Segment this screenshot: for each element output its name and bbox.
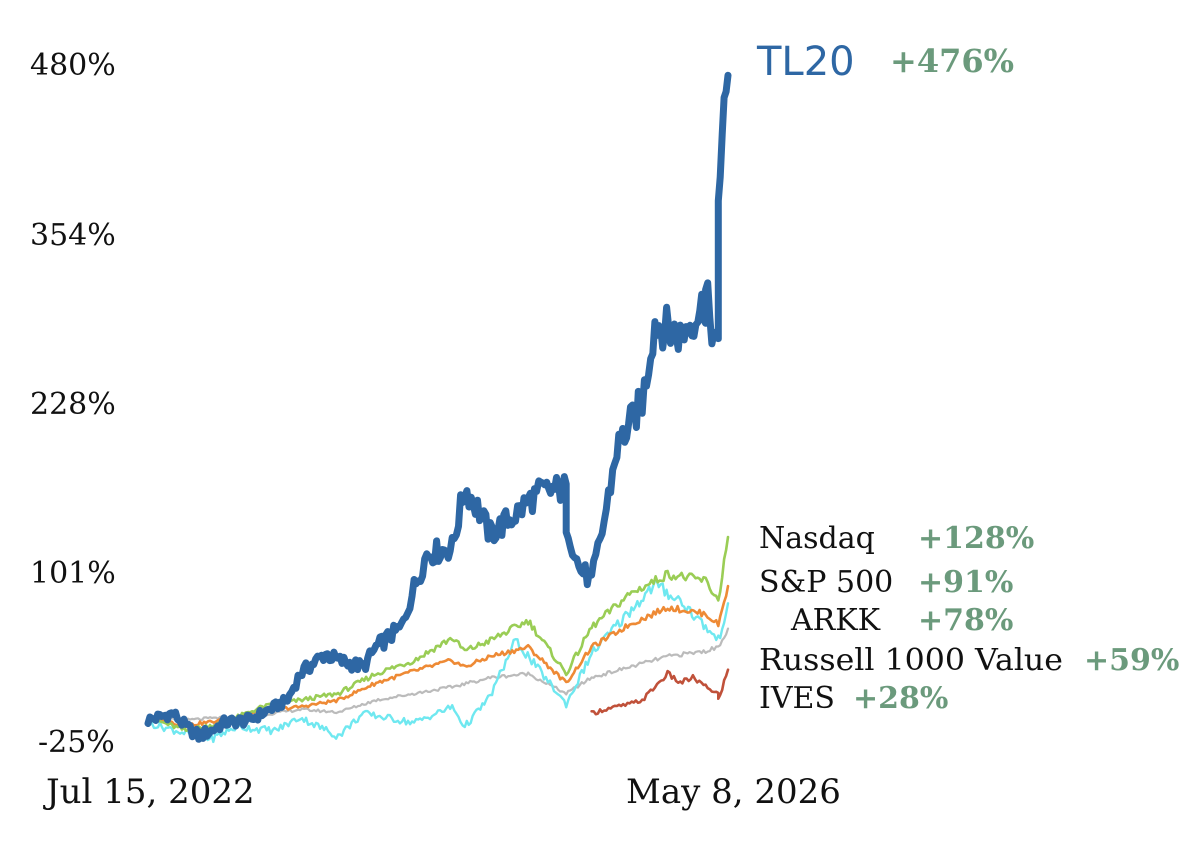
series-return-nasdaq: +128% <box>918 521 1034 556</box>
series-return-arkk: +78% <box>918 603 1013 638</box>
series-lines <box>144 71 732 744</box>
legend-labels: TL20 +476% Nasdaq +128% S&P 500 +91% ARK… <box>756 39 1179 716</box>
series-return-ives: +28% <box>853 681 948 716</box>
series-line-arkk <box>146 579 730 744</box>
series-return-sp500: +91% <box>918 565 1013 600</box>
series-return-russell-1000-value: +59% <box>1084 643 1179 678</box>
series-line-tl20 <box>144 71 732 743</box>
series-line-ives <box>590 668 730 716</box>
x-tick-label-start: Jul 15, 2022 <box>43 772 255 812</box>
series-label-tl20: TL20 <box>756 39 855 85</box>
series-label-nasdaq: Nasdaq <box>759 521 875 556</box>
series-line-s-p-500 <box>146 584 730 729</box>
series-label-russell-1000-value: Russell 1000 Value <box>759 643 1063 678</box>
series-label-ives: IVES <box>759 681 835 716</box>
y-tick-label-354: 354% <box>30 218 116 253</box>
series-return-tl20: +476% <box>890 42 1014 80</box>
series-label-arkk: ARKK <box>790 603 881 638</box>
series-label-sp500: S&P 500 <box>759 565 893 600</box>
x-tick-label-end: May 8, 2026 <box>626 772 841 812</box>
y-tick-label-101: 101% <box>30 556 116 591</box>
y-tick-label-480: 480% <box>30 48 116 83</box>
y-axis-ticks: 480% 354% 228% 101% -25% <box>30 48 116 760</box>
series-line-russell-1000-value <box>146 627 730 723</box>
x-axis-ticks: Jul 15, 2022 May 8, 2026 <box>43 772 841 812</box>
y-tick-label-228: 228% <box>30 387 116 422</box>
y-tick-label-minus25: -25% <box>38 725 115 760</box>
